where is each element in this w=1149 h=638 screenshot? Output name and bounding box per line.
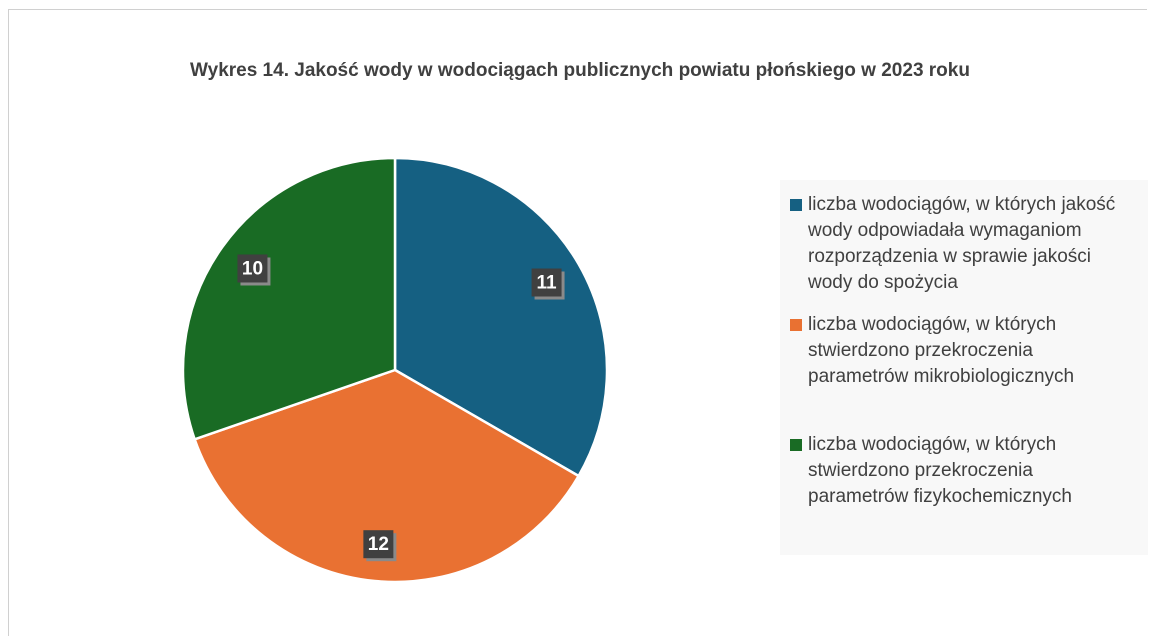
pie-slice xyxy=(181,156,397,441)
pie-slice xyxy=(393,156,609,478)
legend-item: liczba wodociągów, w których jakość wody… xyxy=(790,192,1138,296)
legend-swatch xyxy=(790,319,802,331)
label-text: 10 xyxy=(242,259,263,280)
chart-border xyxy=(8,9,1147,636)
pie-slice xyxy=(193,368,581,584)
label-text: 11 xyxy=(537,273,558,294)
label-box xyxy=(363,530,394,559)
legend-label: liczba wodociągów, w których stwierdzono… xyxy=(808,434,1072,507)
data-label: 12 xyxy=(363,530,397,562)
legend-swatch xyxy=(790,199,802,211)
data-label: 11 xyxy=(531,268,565,300)
label-box xyxy=(531,268,562,297)
legend-label: liczba wodociągów, w których jakość wody… xyxy=(808,194,1116,293)
legend-label: liczba wodociągów, w których stwierdzono… xyxy=(808,314,1075,387)
legend: liczba wodociągów, w których jakość wody… xyxy=(780,180,1148,555)
chart-title: Wykres 14. Jakość wody w wodociągach pub… xyxy=(190,60,970,81)
legend-swatch xyxy=(790,439,802,451)
legend-item: liczba wodociągów, w których stwierdzono… xyxy=(790,312,1138,390)
label-text: 12 xyxy=(368,534,389,555)
label-box xyxy=(237,254,268,283)
legend-item: liczba wodociągów, w których stwierdzono… xyxy=(790,432,1138,510)
data-label: 10 xyxy=(237,254,271,286)
